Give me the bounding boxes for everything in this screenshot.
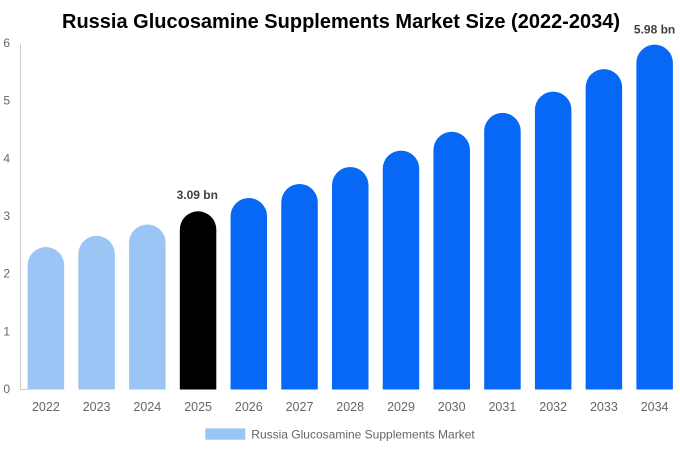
svg-text:6: 6 [3, 36, 10, 50]
svg-text:5: 5 [3, 94, 10, 108]
svg-text:3: 3 [3, 209, 10, 223]
svg-text:4: 4 [3, 151, 10, 165]
svg-text:2028: 2028 [336, 400, 364, 414]
svg-text:2023: 2023 [83, 400, 111, 414]
svg-text:1: 1 [3, 324, 10, 338]
svg-text:2034: 2034 [641, 400, 669, 414]
svg-text:2027: 2027 [286, 400, 314, 414]
svg-text:Russia Glucosamine Supplements: Russia Glucosamine Supplements Market [251, 427, 475, 441]
svg-text:2025: 2025 [184, 400, 212, 414]
svg-text:2022: 2022 [32, 400, 60, 414]
svg-text:2029: 2029 [387, 400, 415, 414]
svg-text:2032: 2032 [539, 400, 567, 414]
svg-text:0: 0 [3, 382, 10, 396]
svg-text:2026: 2026 [235, 400, 263, 414]
svg-text:5.98 bn: 5.98 bn [634, 23, 675, 37]
svg-text:2031: 2031 [488, 400, 516, 414]
svg-text:2024: 2024 [133, 400, 161, 414]
svg-text:2033: 2033 [590, 400, 618, 414]
svg-text:3.09 bn: 3.09 bn [177, 188, 218, 202]
svg-text:Russia Glucosamine Supplements: Russia Glucosamine Supplements Market Si… [62, 11, 620, 33]
svg-text:2: 2 [3, 267, 10, 281]
svg-text:2030: 2030 [438, 400, 466, 414]
